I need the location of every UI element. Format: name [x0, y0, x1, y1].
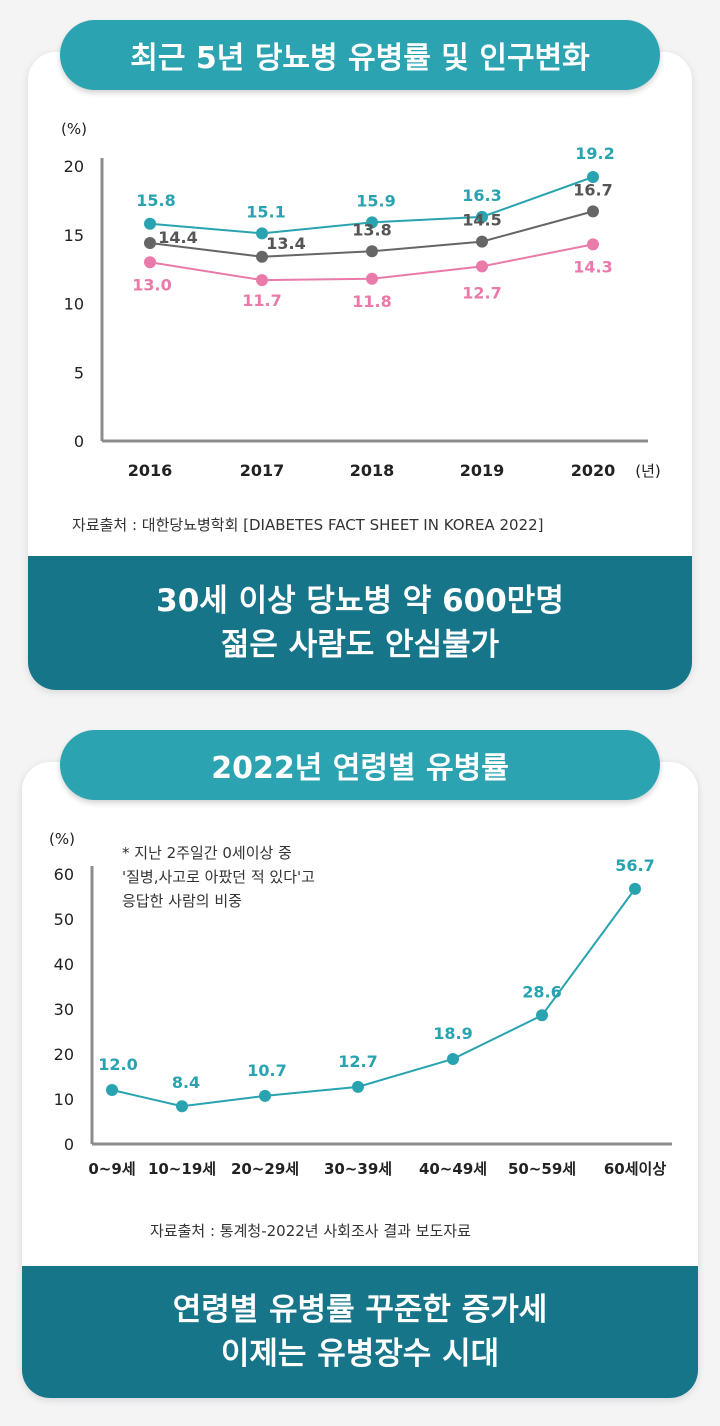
data-label: 15.1 [246, 202, 285, 221]
data-point [587, 205, 599, 218]
y-tick-label: 20 [64, 157, 84, 176]
data-label: 13.8 [352, 220, 391, 239]
x-tick-label: 2020 [571, 461, 616, 480]
data-point [587, 171, 599, 183]
data-label: 13.4 [266, 234, 305, 253]
data-point [352, 1080, 364, 1093]
chart2-title: 2022년 연령별 유병률 [60, 730, 660, 800]
data-point [366, 245, 378, 258]
data-label: 16.3 [462, 186, 501, 205]
chart-note-line: 응답한 사람의 비중 [122, 892, 242, 910]
data-label: 11.7 [242, 291, 281, 310]
chart-note-line: * 지난 2주일간 0세이상 중 [122, 844, 292, 862]
data-label: 15.9 [356, 191, 395, 210]
chart1-banner: 30세 이상 당뇨병 약 600만명 젊은 사람도 안심불가 [28, 556, 692, 690]
chart-note-line: '질병,사고로 아팠던 적 있다'고 [122, 868, 315, 886]
data-point [256, 250, 268, 263]
data-point [366, 216, 378, 229]
data-point [536, 1009, 548, 1022]
chart1-title: 최근 5년 당뇨병 유병률 및 인구변화 [60, 20, 660, 90]
data-label: 28.6 [522, 982, 561, 1001]
x-tick-label: 2019 [460, 461, 505, 480]
chart2-banner-line1: 연령별 유병률 꾸준한 증가세 [172, 1292, 548, 1328]
x-tick-label: 2018 [350, 461, 395, 480]
data-label: 13.0 [132, 275, 171, 294]
data-label: 56.7 [615, 856, 654, 875]
data-label: 11.8 [352, 292, 391, 311]
data-label: 14.4 [158, 228, 197, 247]
y-tick-label: 0 [64, 1135, 74, 1154]
data-point [476, 210, 488, 223]
y-tick-label: 10 [54, 1090, 74, 1109]
y-tick-label: 50 [54, 910, 74, 929]
data-point [144, 217, 156, 230]
x-tick-label: 50~59세 [508, 1160, 576, 1178]
x-tick-label: 10~19세 [148, 1160, 216, 1178]
y-unit-label: (%) [61, 120, 87, 138]
x-tick-label: 30~39세 [324, 1160, 392, 1178]
y-tick-label: 15 [64, 226, 84, 245]
data-point [256, 274, 268, 287]
data-label: 16.7 [573, 180, 612, 199]
data-label: 12.0 [98, 1055, 137, 1074]
data-label: 14.5 [462, 211, 501, 230]
data-point [176, 1100, 188, 1113]
y-tick-label: 10 [64, 295, 84, 314]
prevalence-trend-chart: 0 5 10 15 20 (%) 2016 2017 2018 2019 2020 (년) 15.8 15… [61, 120, 661, 480]
chart2-banner-line2: 이제는 유병장수 시대 [220, 1336, 500, 1372]
age-prevalence-card: 0 10 20 30 40 50 60 (%) 0~9세 10~19세 20~29세 30~39세 40… [22, 762, 698, 1398]
x-unit-label: (년) [635, 462, 661, 480]
y-tick-label: 60 [54, 865, 74, 884]
prevalence-trend-card: 0 5 10 15 20 (%) 2016 2017 2018 2019 2020 (년) 15.8 15… [28, 52, 692, 690]
y-tick-label: 0 [74, 432, 84, 451]
data-point [366, 272, 378, 285]
data-label: 10.7 [247, 1061, 286, 1080]
data-label: 18.9 [433, 1024, 472, 1043]
data-point [144, 256, 156, 269]
data-label: 12.7 [462, 283, 501, 302]
chart1-banner-line1: 30세 이상 당뇨병 약 600만명 [156, 583, 564, 619]
y-tick-label: 5 [74, 363, 84, 382]
data-label: 12.7 [338, 1052, 377, 1071]
x-tick-label: 60세이상 [604, 1160, 666, 1178]
x-tick-label: 0~9세 [88, 1160, 135, 1178]
y-tick-label: 30 [54, 1000, 74, 1019]
x-tick-label: 20~29세 [231, 1160, 299, 1178]
data-point [629, 882, 641, 895]
age-prevalence-chart: 0 10 20 30 40 50 60 (%) 0~9세 10~19세 20~29세 30~39세 40… [49, 830, 672, 1178]
x-tick-label: 2017 [240, 461, 285, 480]
y-tick-label: 20 [54, 1045, 74, 1064]
y-unit-label: (%) [49, 830, 75, 848]
chart1-source: 자료출처 : 대한당뇨병학회 [DIABETES FACT SHEET IN K… [72, 516, 544, 534]
y-tick-label: 40 [54, 955, 74, 974]
data-point [144, 237, 156, 249]
data-label: 14.3 [573, 257, 612, 276]
x-tick-label: 2016 [128, 461, 173, 480]
data-label: 15.8 [136, 191, 175, 210]
x-tick-label: 40~49세 [419, 1160, 487, 1178]
data-point [256, 227, 268, 240]
data-point [447, 1052, 459, 1065]
chart1-banner-line2: 젊은 사람도 안심불가 [220, 627, 500, 663]
chart2-banner: 연령별 유병률 꾸준한 증가세 이제는 유병장수 시대 [22, 1266, 698, 1398]
data-point [259, 1089, 271, 1102]
data-label: 8.4 [172, 1073, 200, 1092]
data-point [476, 260, 488, 273]
data-point [476, 235, 488, 248]
data-point [587, 238, 599, 251]
chart2-source: 자료출처 : 통계청-2022년 사회조사 결과 보도자료 [150, 1222, 471, 1240]
data-point [106, 1084, 118, 1096]
data-label: 19.2 [575, 144, 614, 163]
